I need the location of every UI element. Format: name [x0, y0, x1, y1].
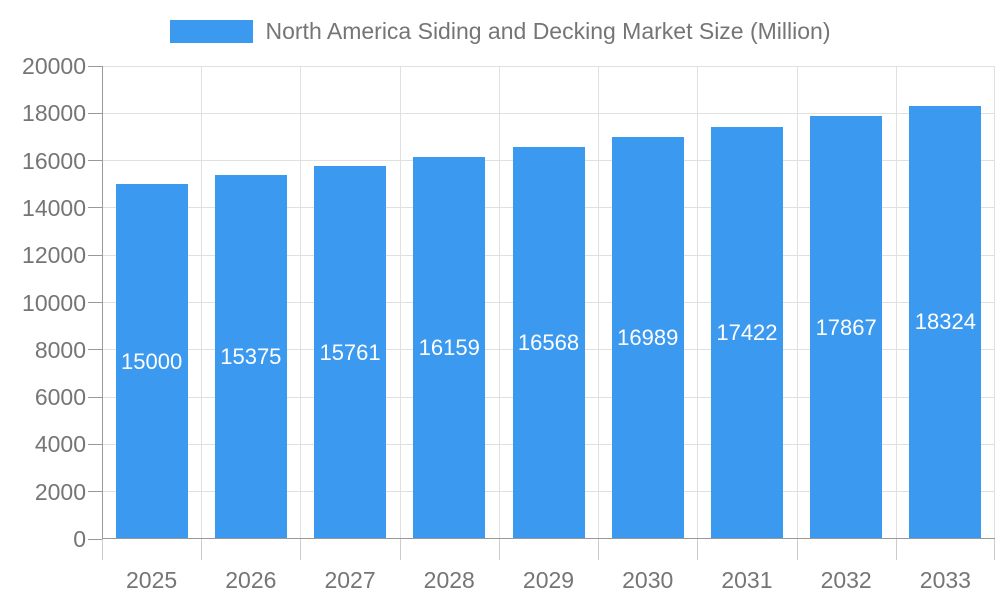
x-axis-tick: [895, 539, 897, 560]
x-gridline: [895, 66, 897, 539]
x-axis-tick: [796, 539, 798, 560]
y-axis-label: 16000: [22, 147, 86, 174]
y-axis-tick: [88, 254, 102, 256]
x-gridline: [399, 66, 401, 539]
x-gridline: [697, 66, 699, 539]
x-axis-label: 2027: [324, 567, 376, 593]
x-axis-label: 2032: [820, 567, 872, 593]
x-gridline: [598, 66, 600, 539]
y-axis-tick: [88, 112, 102, 114]
x-axis-tick: [102, 539, 103, 560]
bar-value-label: 16159: [418, 334, 480, 360]
bar-value-label: 17867: [815, 314, 877, 340]
bar: 15761: [314, 166, 387, 539]
y-axis-tick: [88, 538, 102, 540]
bar-value-label: 16568: [517, 330, 580, 356]
y-axis-label: 2000: [34, 478, 86, 505]
x-axis-tick: [399, 539, 401, 560]
bar-value-label: 17422: [716, 319, 778, 345]
x-axis-label: 2033: [919, 567, 971, 593]
x-axis-label: 2028: [423, 567, 475, 593]
bar-value-label: 16989: [617, 325, 679, 351]
y-axis-label: 6000: [34, 384, 86, 411]
x-axis-tick: [994, 539, 995, 560]
y-axis-label: 18000: [22, 100, 86, 127]
x-axis-tick: [498, 539, 500, 560]
y-axis-tick: [88, 396, 102, 398]
y-gridline: [102, 112, 995, 114]
x-axis-tick: [697, 539, 699, 560]
y-axis-tick: [88, 302, 102, 303]
x-gridline: [201, 66, 203, 539]
x-axis-tick: [300, 539, 302, 560]
x-gridline: [498, 66, 500, 539]
y-axis-line: [102, 66, 103, 539]
bar-value-label: 15000: [121, 348, 183, 374]
y-axis-label: 8000: [34, 336, 86, 363]
y-axis-tick: [88, 491, 102, 493]
y-axis-tick: [88, 349, 102, 351]
plot-area: 15000 15375 15761 16159 16568 16989 17422 17867…: [88, 65, 995, 560]
legend-swatch: [169, 20, 253, 43]
bar: 16989: [611, 137, 684, 539]
x-axis-label: 2031: [721, 567, 773, 593]
bar: 17422: [710, 126, 783, 539]
y-axis-tick: [88, 65, 102, 67]
y-axis-label: 20000: [22, 53, 86, 79]
y-axis-tick: [88, 443, 102, 445]
y-axis-label: 0: [73, 526, 86, 552]
y-axis-label: 10000: [22, 289, 86, 316]
x-axis-label: 2025: [126, 567, 178, 593]
x-gridline: [796, 66, 798, 539]
bar: 16159: [413, 156, 486, 539]
x-axis-line: [102, 538, 995, 539]
bar: 15375: [214, 175, 287, 539]
legend: North America Siding and Decking Market …: [0, 18, 1000, 45]
bar-value-label: 18324: [914, 309, 976, 335]
bar: 15000: [115, 184, 188, 539]
x-axis-tick: [201, 539, 203, 560]
legend-label: North America Siding and Decking Market …: [265, 18, 831, 44]
y-axis-label: 12000: [22, 242, 86, 269]
x-axis-label: 2029: [522, 567, 575, 593]
y-axis-label: 4000: [34, 431, 86, 458]
x-axis-label: 2026: [225, 567, 277, 593]
y-axis-label: 14000: [22, 194, 86, 221]
y-axis-tick: [88, 160, 102, 162]
x-axis-tick: [598, 539, 600, 560]
x-gridline: [300, 66, 302, 539]
y-gridline: [102, 65, 995, 67]
y-axis-tick: [88, 207, 102, 209]
x-gridline: [994, 66, 995, 539]
bar: 16568: [512, 147, 585, 539]
x-axis-label: 2030: [622, 567, 674, 593]
bar-value-label: 15761: [319, 339, 381, 365]
bar-value-label: 15375: [220, 344, 282, 370]
bar: 17867: [810, 116, 883, 539]
bar: 18324: [909, 105, 982, 539]
